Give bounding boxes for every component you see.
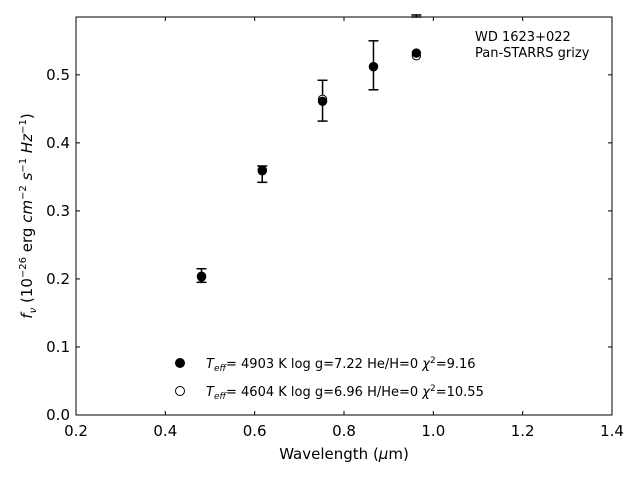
- y-axis-title: fν (10−26 erg cm−2 s−1 Hz−1): [18, 113, 39, 318]
- error-bars: [196, 14, 422, 284]
- y-tick-label: 0.2: [46, 270, 70, 288]
- plot-frame: [75, 16, 613, 416]
- model-point-filled: [368, 61, 379, 72]
- legend: Teff= 4903 K log g=7.22 He/H=0 χ2=9.16 T…: [175, 356, 484, 402]
- legend-label-1: Teff= 4903 K log g=7.22 He/H=0 χ2=9.16: [206, 356, 476, 374]
- y-tick-label: 0.5: [46, 66, 70, 84]
- x-tick-label: 1.2: [511, 422, 535, 440]
- x-axis-title: Wavelength (μm): [279, 445, 409, 463]
- photometry-annotation: Pan-STARRS grizy: [475, 46, 590, 61]
- legend-marker-open: [175, 386, 185, 396]
- y-tick-label: 0.1: [46, 338, 70, 356]
- ticks: 0.2 0.4 0.6 0.8 1.0 1.2 1.4 0.0 0.1 0.2 0.3 0.4 0.5: [46, 17, 624, 440]
- x-tick-label: 0.6: [243, 422, 267, 440]
- x-tick-label: 0.4: [153, 422, 177, 440]
- legend-label-2: Teff= 4604 K log g=6.96 H/He=0 χ2=10.55: [206, 384, 484, 402]
- model-point-filled: [411, 48, 422, 58]
- y-tick-label: 0.0: [46, 406, 70, 424]
- data-points: [196, 48, 422, 282]
- legend-marker-filled: [175, 358, 185, 368]
- model-point-filled: [317, 96, 328, 107]
- model-point-filled: [257, 166, 267, 176]
- y-tick-label: 0.3: [46, 202, 70, 220]
- x-tick-label: 1.4: [600, 422, 624, 440]
- x-tick-label: 0.2: [64, 422, 88, 440]
- x-tick-label: 1.0: [421, 422, 445, 440]
- model-point-filled: [196, 272, 207, 282]
- x-tick-label: 0.8: [332, 422, 356, 440]
- y-tick-label: 0.4: [46, 134, 70, 152]
- target-name-annotation: WD 1623+022: [475, 30, 571, 45]
